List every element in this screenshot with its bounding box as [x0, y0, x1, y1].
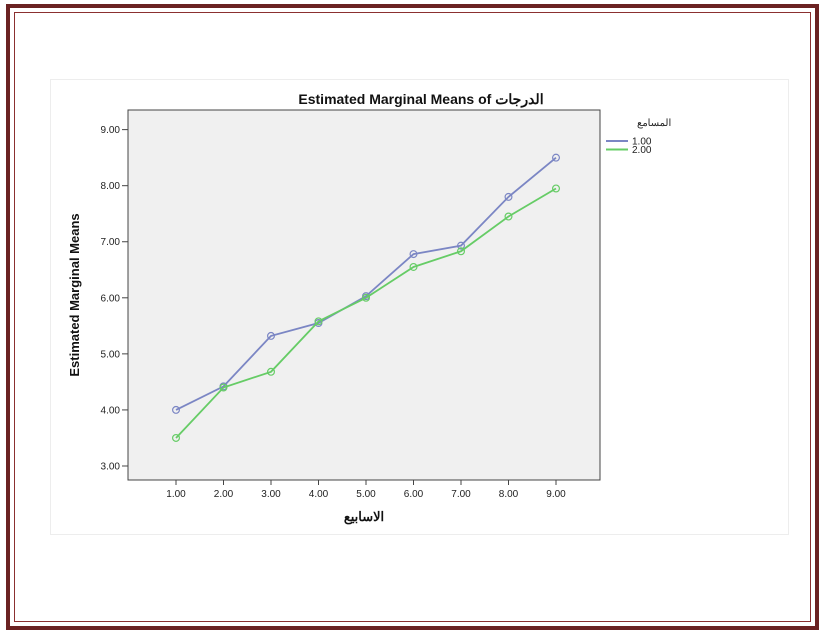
x-tick-label: 7.00 [451, 489, 471, 500]
data-point [409, 250, 418, 259]
x-tick-label: 3.00 [261, 489, 281, 500]
x-tick-label: 5.00 [356, 489, 376, 500]
data-point [219, 383, 228, 392]
x-tick-label: 2.00 [214, 489, 234, 500]
legend: المسامع 1.002.00 [606, 118, 671, 156]
data-point [457, 247, 466, 256]
data-point [172, 433, 181, 442]
data-point [267, 367, 276, 376]
series-1-line [175, 156, 557, 411]
x-tick-label: 8.00 [499, 489, 519, 500]
y-axis-label: Estimated Marginal Means [67, 213, 82, 376]
y-tick-label: 4.00 [101, 405, 121, 416]
y-tick-label: 6.00 [101, 293, 121, 304]
data-point [172, 405, 181, 414]
legend-entry: 2.00 [632, 145, 652, 156]
data-point [314, 317, 323, 326]
data-point [551, 153, 560, 162]
x-tick-label: 1.00 [166, 489, 186, 500]
y-tick-label: 5.00 [101, 349, 121, 360]
series-2-line [175, 187, 557, 439]
data-point [457, 241, 466, 250]
y-tick-label: 7.00 [101, 237, 121, 248]
legend-entry: 1.00 [632, 137, 652, 148]
series-2 [172, 184, 560, 442]
data-point [409, 262, 418, 271]
x-axis-label: الاسابيع [344, 509, 384, 525]
x-tick-label: 9.00 [546, 489, 566, 500]
data-point [362, 293, 371, 302]
data-point [267, 331, 276, 340]
chart-title: Estimated Marginal Means of الدرجات [298, 91, 543, 108]
inner-frame [14, 12, 811, 622]
data-point [504, 192, 513, 201]
series-layer [172, 153, 560, 442]
y-tick-label: 8.00 [101, 181, 121, 192]
y-tick-label: 3.00 [101, 461, 121, 472]
x-tick-label: 4.00 [309, 489, 329, 500]
y-tick-label: 9.00 [101, 125, 121, 136]
outer-frame [6, 4, 819, 630]
data-point [551, 184, 560, 193]
x-tick-label: 6.00 [404, 489, 424, 500]
ticks-layer: 3.00 4.00 5.00 6.00 7.00 8.00 9.00 1.00 2.00 3.00… [101, 125, 567, 500]
data-point [504, 212, 513, 221]
legend-title: المسامع [637, 118, 671, 129]
